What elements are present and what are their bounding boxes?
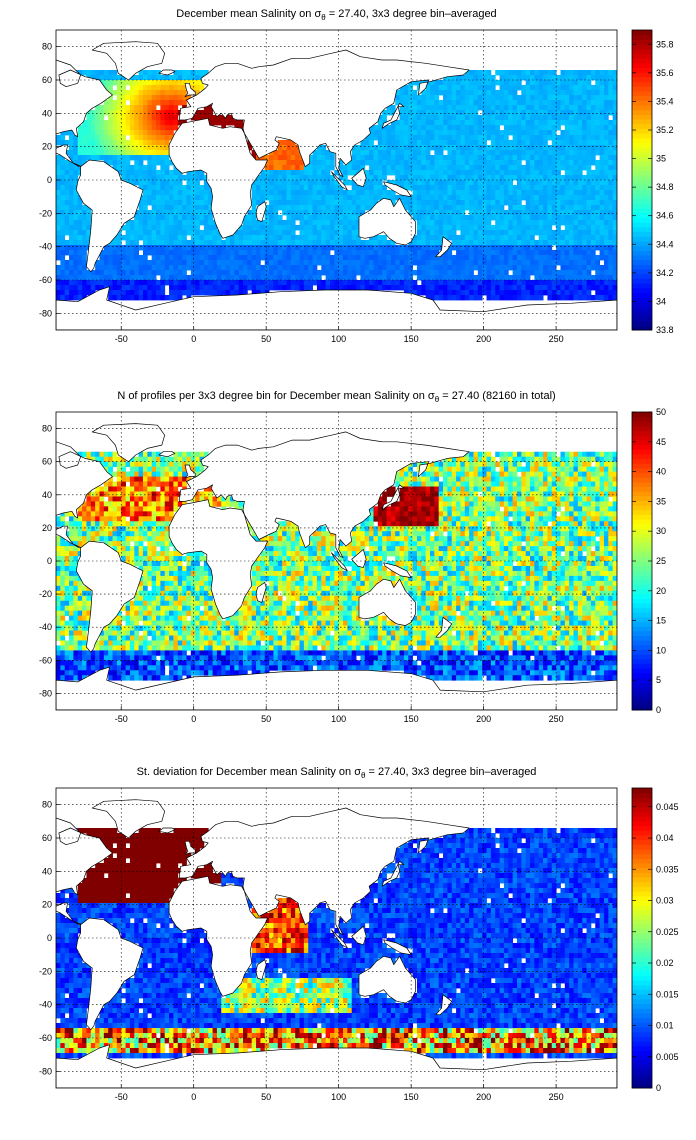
y-tick-label: 20	[42, 900, 52, 910]
y-tick-label: -40	[39, 1000, 52, 1010]
heatmap-cells	[56, 423, 617, 710]
colorbar-tick-label: 33.8	[656, 325, 674, 335]
y-tick-label: 80	[42, 424, 52, 434]
x-tick-label: 0	[191, 334, 196, 344]
colorbar-tick-label: 35.6	[656, 68, 674, 78]
colorbar: 33.8 34 34.2 34.4 34.6 34.8 35 35.2 35.4 35.6 35.8	[631, 29, 674, 335]
x-tick-label: 100	[331, 334, 346, 344]
y-tick-label: -60	[39, 655, 52, 665]
x-tick-label: 200	[476, 334, 491, 344]
colorbar-tick-label: 35	[656, 496, 666, 506]
heatmap-cells	[56, 41, 617, 330]
panel-title: N of profiles per 3x3 degree bin for Dec…	[117, 390, 555, 404]
y-tick-label: 60	[42, 75, 52, 85]
x-tick-label: 0	[191, 1092, 196, 1102]
y-tick-label: 80	[42, 800, 52, 810]
colorbar-tick-label: 0.045	[656, 802, 679, 812]
colorbar-tick-label: 15	[656, 616, 666, 626]
y-tick-label: 0	[47, 175, 52, 185]
x-tick-label: -50	[115, 714, 128, 724]
map-panel-count: N of profiles per 3x3 degree bin for Dec…	[39, 390, 666, 724]
y-tick-label: -60	[39, 275, 52, 285]
colorbar-tick-label: 40	[656, 467, 666, 477]
y-tick-label: 0	[47, 933, 52, 943]
colorbar-tick-label: 34	[656, 296, 666, 306]
x-tick-label: 150	[404, 714, 419, 724]
x-tick-label: 0	[191, 714, 196, 724]
heatmap-cells	[56, 799, 617, 1088]
x-tick-label: 250	[549, 334, 564, 344]
x-tick-label: -50	[115, 1092, 128, 1102]
colorbar-tick-label: 0	[656, 1083, 661, 1093]
colorbar-tick-label: 34.2	[656, 268, 674, 278]
colorbar-tick-label: 30	[656, 526, 666, 536]
colorbar: 0 5 10 15 20 25 30 35 40 45 50	[631, 407, 666, 715]
panel-title: St. deviation for December mean Salinity…	[137, 766, 537, 780]
x-tick-label: 50	[261, 1092, 271, 1102]
colorbar-tick-label: 0.025	[656, 927, 679, 937]
x-tick-label: 150	[404, 1092, 419, 1102]
x-tick-label: 150	[404, 334, 419, 344]
x-tick-label: 50	[261, 334, 271, 344]
x-tick-label: 100	[331, 714, 346, 724]
y-tick-label: 40	[42, 108, 52, 118]
y-tick-label: 0	[47, 556, 52, 566]
y-tick-label: 20	[42, 142, 52, 152]
x-tick-label: 200	[476, 1092, 491, 1102]
colorbar-tick-label: 0.015	[656, 989, 679, 999]
y-tick-label: 40	[42, 490, 52, 500]
y-tick-label: -80	[39, 308, 52, 318]
colorbar-tick-label: 25	[656, 556, 666, 566]
colorbar-tick-label: 35.4	[656, 96, 674, 106]
colorbar-tick-label: 0.035	[656, 864, 679, 874]
y-tick-label: -20	[39, 208, 52, 218]
colorbar: 0 0.005 0.01 0.015 0.02 0.025 0.03 0.035 0.04 0.0…	[631, 787, 679, 1093]
colorbar-tick-label: 34.8	[656, 182, 674, 192]
y-tick-label: 80	[42, 42, 52, 52]
colorbar-tick-label: 0.04	[656, 833, 674, 843]
x-tick-label: 250	[549, 714, 564, 724]
colorbar-tick-label: 0	[656, 705, 661, 715]
colorbar-tick-label: 50	[656, 407, 666, 417]
colorbar-tick-label: 5	[656, 675, 661, 685]
y-tick-label: 20	[42, 523, 52, 533]
colorbar-tick-label: 45	[656, 437, 666, 447]
y-tick-label: 60	[42, 833, 52, 843]
x-tick-label: 50	[261, 714, 271, 724]
colorbar-tick-label: 34.6	[656, 211, 674, 221]
y-tick-label: -20	[39, 966, 52, 976]
colorbar-tick-label: 0.005	[656, 1052, 679, 1062]
y-tick-label: -80	[39, 688, 52, 698]
colorbar-tick-label: 0.01	[656, 1021, 674, 1031]
y-tick-label: -80	[39, 1066, 52, 1076]
colorbar-tick-label: 35	[656, 154, 666, 164]
colorbar-tick-label: 35.2	[656, 125, 674, 135]
colorbar-tick-label: 0.02	[656, 958, 674, 968]
y-tick-label: -40	[39, 242, 52, 252]
colorbar-tick-label: 20	[656, 586, 666, 596]
x-tick-label: -50	[115, 334, 128, 344]
x-tick-label: 100	[331, 1092, 346, 1102]
colorbar-tick-label: 34.4	[656, 239, 674, 249]
panel-title: December mean Salinity on σθ = 27.40, 3x…	[176, 8, 496, 22]
colorbar-tick-label: 0.03	[656, 896, 674, 906]
colorbar-tick-label: 35.8	[656, 39, 674, 49]
colorbar-tick-label: 10	[656, 645, 666, 655]
y-tick-label: -40	[39, 622, 52, 632]
y-tick-label: 60	[42, 457, 52, 467]
y-tick-label: -60	[39, 1033, 52, 1043]
y-tick-label: 40	[42, 866, 52, 876]
map-panel-salinity: December mean Salinity on σθ = 27.40, 3x…	[39, 8, 674, 344]
x-tick-label: 250	[549, 1092, 564, 1102]
x-tick-label: 200	[476, 714, 491, 724]
coastlines	[56, 41, 617, 330]
y-tick-label: -20	[39, 589, 52, 599]
map-panel-stdev: St. deviation for December mean Salinity…	[39, 766, 679, 1102]
